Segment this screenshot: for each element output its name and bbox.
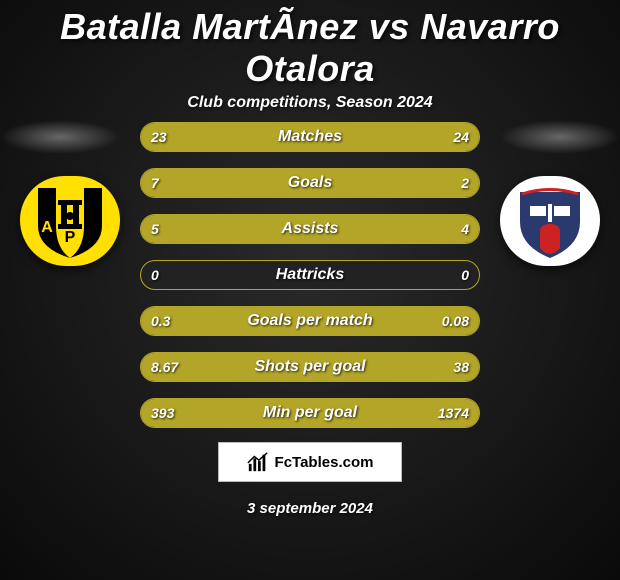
svg-text:P: P	[65, 229, 76, 246]
shield-mask-icon	[510, 182, 590, 260]
stat-bar-fill-left	[141, 169, 479, 197]
stat-bar-fill-right	[229, 399, 479, 427]
stat-bar-row: 3931374Min per goal	[140, 398, 480, 428]
svg-text:A: A	[41, 219, 53, 236]
stat-bar-fill-right	[459, 123, 479, 151]
stat-label: Hattricks	[141, 261, 479, 289]
stat-bar-fill-right	[422, 307, 479, 335]
comparison-subtitle: Club competitions, Season 2024	[0, 94, 620, 112]
stat-bar-row: 8.6738Shots per goal	[140, 352, 480, 382]
brand-text: FcTables.com	[275, 454, 374, 471]
stat-bar-fill-left	[141, 399, 229, 427]
stat-bars-container: 2324Matches 72Goals 54Assists 0 0Hattricks 0.…	[140, 122, 480, 444]
spotlight-left	[0, 120, 120, 154]
stat-bar-row: 2324Matches	[140, 122, 480, 152]
stat-bar-fill-right	[212, 353, 479, 381]
shield-oil-icon: P A	[30, 182, 110, 260]
stat-bar-fill-left	[141, 307, 422, 335]
stat-value-right: 0	[451, 261, 479, 289]
stat-bar-row: 0.30.08Goals per match	[140, 306, 480, 336]
team-logo-right	[500, 176, 600, 266]
stat-bar-row: 72Goals	[140, 168, 480, 198]
spotlight-right	[500, 120, 620, 154]
stat-bar-row: 54Assists	[140, 214, 480, 244]
brand-box[interactable]: FcTables.com	[218, 442, 402, 482]
stat-value-left: 0	[141, 261, 169, 289]
date-text: 3 september 2024	[0, 500, 620, 517]
comparison-title: Batalla MartÃ­nez vs Navarro Otalora	[0, 0, 620, 90]
team-logo-left: P A	[20, 176, 120, 266]
bar-chart-icon	[247, 451, 269, 473]
stat-bar-fill-left	[141, 353, 212, 381]
stat-bar-row: 0 0Hattricks	[140, 260, 480, 290]
stat-bar-fill-left	[141, 123, 459, 151]
stat-bar-fill-left	[141, 215, 479, 243]
